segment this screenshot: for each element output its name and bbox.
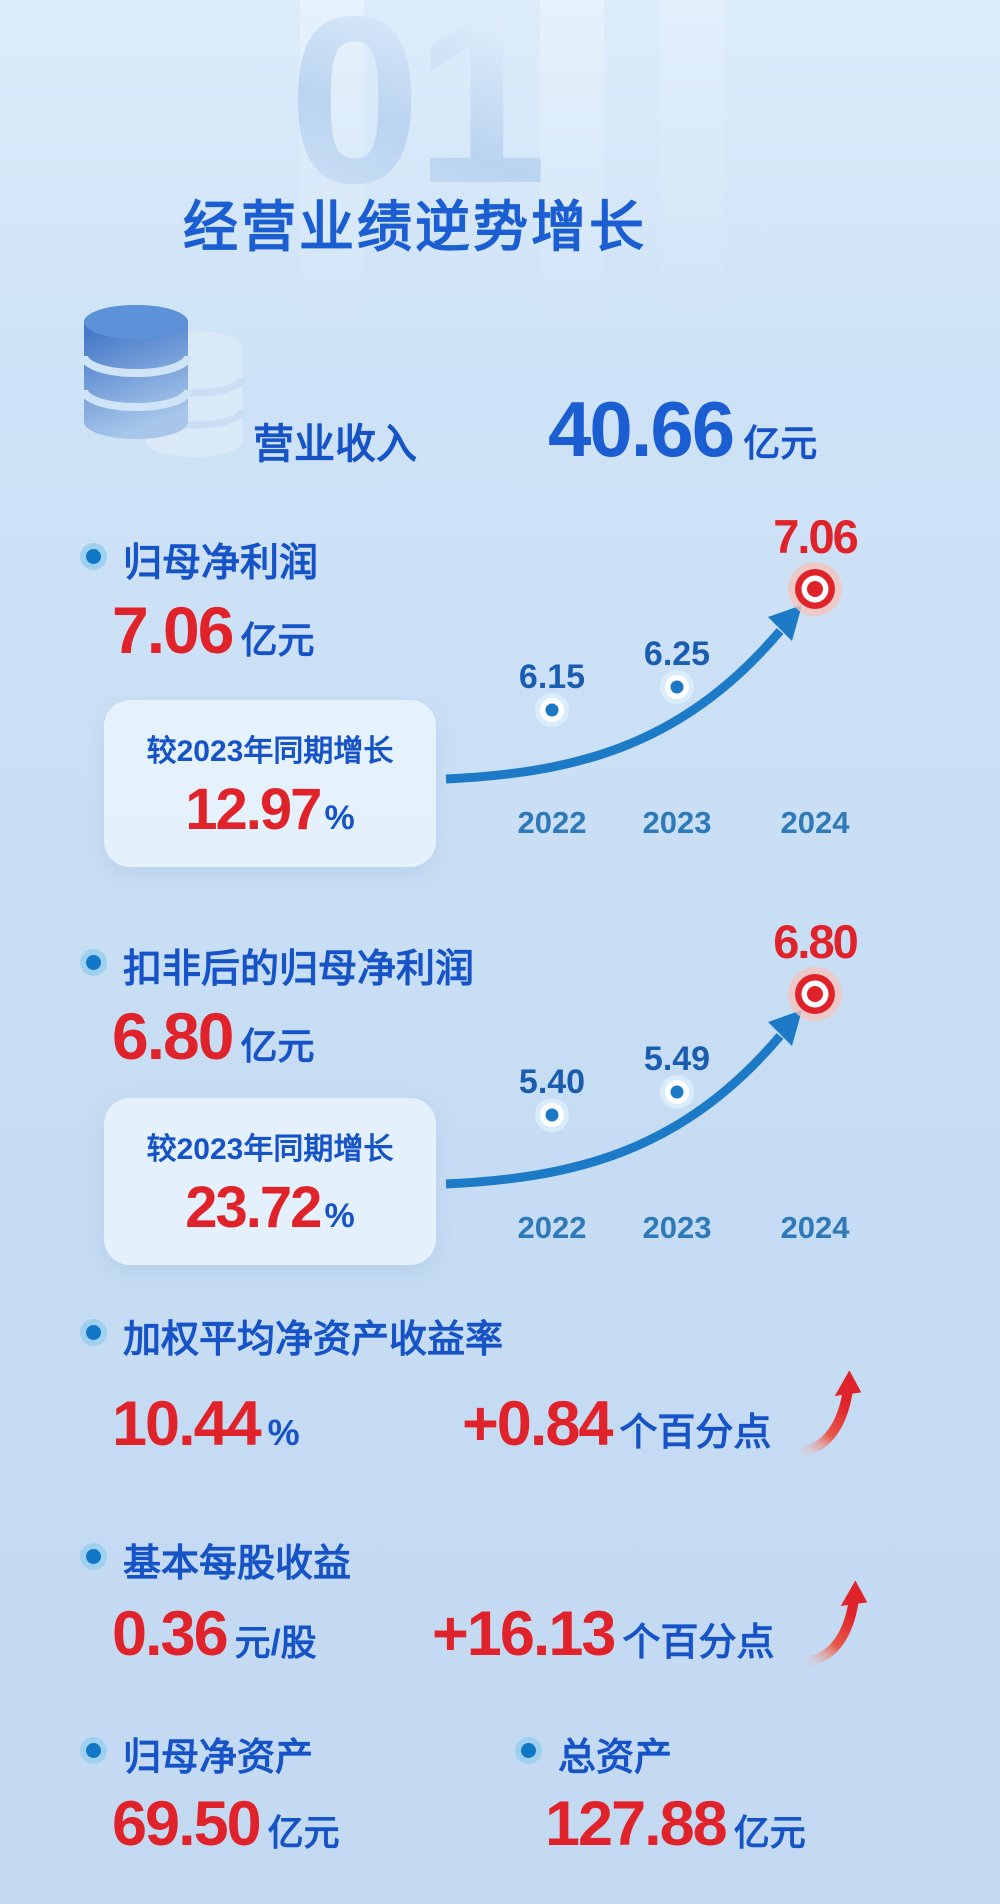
highlight-marker-2024 [788, 967, 842, 1021]
metric-unit: 亿元 [240, 1026, 315, 1067]
trend-arrow-curve [445, 628, 784, 784]
asset-label: 总资产 [558, 1737, 673, 1779]
revenue-unit: 亿元 [743, 423, 818, 464]
database-icon [80, 305, 246, 457]
light-streak [300, 0, 364, 340]
bullet-icon [80, 1543, 107, 1570]
revenue-label: 营业收入 [253, 421, 417, 467]
ratio-value-row: 10.44% [112, 1388, 300, 1460]
change-value: +16.13 [432, 1599, 616, 1669]
bullet-icon [80, 949, 107, 976]
point-label-highlight: 6.80 [773, 915, 857, 968]
year-label: 2023 [643, 805, 712, 840]
growth-box: 较2023年同期增长 23.72% [104, 1098, 436, 1265]
change-unit: 个百分点 [619, 1412, 772, 1454]
revenue-value: 40.66 [548, 385, 735, 473]
metric-section-net-profit: 归母净利润 [80, 532, 318, 588]
metric-value: 6.80 [112, 999, 234, 1073]
bullet-icon [80, 543, 107, 570]
trend-chart-net-profit: 6.15 6.25 7.06 2022 2023 2024 [445, 510, 860, 840]
growth-caption: 较2023年同期增长 [146, 735, 394, 768]
ratio-value: 10.44 [112, 1389, 262, 1459]
trend-arrowhead-icon [768, 605, 802, 641]
ratio-unit: % [267, 1412, 300, 1453]
point-label: 5.49 [644, 1040, 710, 1078]
year-label: 2022 [518, 805, 587, 840]
data-point-marker-2023 [660, 670, 694, 704]
eps-section: 基本每股收益 [80, 1532, 351, 1587]
data-point-marker-2022 [535, 693, 569, 727]
data-point-marker-2023 [660, 1075, 694, 1109]
trend-chart-deducted-net-profit: 5.40 5.49 6.80 2022 2023 2024 [445, 915, 860, 1245]
page-title: 经营业绩逆势增长 [182, 196, 648, 258]
bullet-icon [80, 1737, 107, 1764]
ratio-change-row: +16.13 个百分点 [432, 1598, 774, 1670]
asset-value: 69.50 [112, 1789, 262, 1859]
metric-label: 扣非后的归母净利润 [123, 948, 475, 991]
growth-value: 12.97 [185, 777, 322, 842]
asset-label: 归母净资产 [123, 1737, 314, 1779]
metric-value-row: 7.06 亿元 [112, 592, 314, 668]
growth-caption: 较2023年同期增长 [146, 1133, 394, 1166]
ratio-unit: 元/股 [234, 1622, 317, 1663]
up-arrow-icon [806, 1580, 868, 1666]
metric-unit: 亿元 [240, 620, 315, 661]
metric-value: 7.06 [112, 593, 234, 667]
up-arrow-icon [800, 1370, 862, 1456]
year-label: 2024 [781, 1210, 851, 1245]
point-label-highlight: 7.06 [773, 510, 857, 563]
trend-arrowhead-icon [768, 1010, 802, 1046]
growth-unit: % [324, 1197, 355, 1235]
growth-value-row: 23.72% [114, 1174, 426, 1241]
change-unit: 个百分点 [622, 1622, 775, 1664]
year-label: 2022 [518, 1210, 587, 1245]
asset-value-row: 127.88 亿元 [545, 1788, 806, 1860]
year-label: 2024 [781, 805, 851, 840]
ratio-change-row: +0.84 个百分点 [462, 1388, 771, 1460]
trend-arrow-curve [445, 1033, 784, 1189]
asset-unit: 亿元 [267, 1812, 340, 1853]
roe-section: 加权平均净资产收益率 [80, 1308, 503, 1363]
growth-value-row: 12.97% [114, 776, 426, 843]
metric-label: 归母净利润 [123, 542, 319, 585]
ratio-value-row: 0.36 元/股 [112, 1598, 317, 1670]
point-label: 6.15 [519, 658, 585, 696]
asset-value: 127.88 [545, 1789, 728, 1859]
growth-value: 23.72 [185, 1175, 322, 1240]
point-label: 5.40 [519, 1063, 585, 1101]
bullet-icon [515, 1737, 542, 1764]
ratio-label: 基本每股收益 [123, 1543, 352, 1585]
bullet-icon [80, 1319, 107, 1346]
light-streak [660, 0, 724, 340]
light-streak [540, 0, 604, 340]
change-value: +0.84 [462, 1389, 613, 1459]
revenue-value-row: 40.66 亿元 [548, 384, 817, 475]
metric-value-row: 6.80 亿元 [112, 998, 314, 1074]
net-assets-section: 归母净资产 [80, 1726, 313, 1781]
asset-unit: 亿元 [733, 1812, 806, 1853]
year-label: 2023 [643, 1210, 712, 1245]
asset-value-row: 69.50 亿元 [112, 1788, 340, 1860]
point-label: 6.25 [644, 635, 710, 673]
highlight-marker-2024 [788, 562, 842, 616]
metric-section-deducted-net-profit: 扣非后的归母净利润 [80, 938, 474, 994]
growth-unit: % [324, 799, 355, 837]
growth-box: 较2023年同期增长 12.97% [104, 700, 436, 867]
data-point-marker-2022 [535, 1098, 569, 1132]
ratio-label: 加权平均净资产收益率 [123, 1319, 504, 1361]
ratio-value: 0.36 [112, 1599, 229, 1669]
total-assets-section: 总资产 [515, 1726, 672, 1781]
section-number-watermark: 01 [289, 0, 548, 220]
